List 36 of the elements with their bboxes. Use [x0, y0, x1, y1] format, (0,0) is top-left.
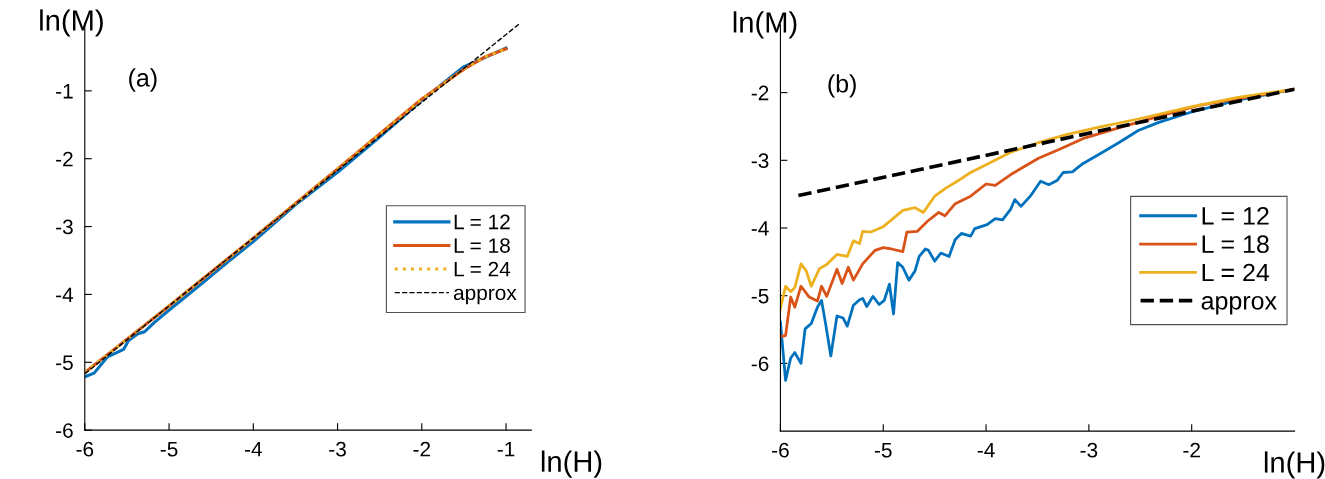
y-tick-label: -1 [56, 84, 73, 99]
legend-label: L = 18 [454, 238, 510, 253]
y-tick-label: -5 [751, 288, 769, 304]
legend-label: L = 24 [454, 261, 511, 277]
annotation: (a) [129, 68, 157, 92]
x-tick-label: -6 [76, 441, 94, 457]
y-tick-label: -2 [56, 151, 73, 167]
x-tick-label: -1 [497, 442, 515, 457]
legend-label: approx [453, 288, 517, 305]
x-tick-label: -5 [160, 442, 178, 457]
y-tick-label: -3 [56, 219, 73, 235]
y-tick-label: -2 [751, 85, 769, 101]
y-tick-label: -4 [56, 287, 74, 302]
x-tick-label: -5 [874, 442, 892, 458]
x-axis-title: ln(H) [541, 450, 602, 478]
legend-label: L = 24 [1202, 263, 1270, 282]
x-axis-title: ln(H) [1264, 451, 1325, 479]
x-tick-label: -4 [244, 442, 262, 457]
y-axis-title: ln(M) [733, 11, 797, 39]
x-tick-label: -2 [413, 441, 431, 457]
legend-label: L = 12 [454, 214, 510, 230]
legend-label: L = 12 [1202, 207, 1269, 225]
annotation: (b) [828, 74, 856, 98]
y-tick-label: -6 [751, 356, 769, 372]
x-tick-label: -6 [772, 442, 789, 458]
y-tick-label: -5 [56, 355, 73, 371]
x-tick-label: -3 [1080, 442, 1098, 458]
x-tick-label: -2 [1183, 442, 1200, 458]
y-axis-title: ln(M) [40, 9, 103, 37]
legend-label: approx [1201, 295, 1277, 315]
x-tick-label: -4 [977, 442, 995, 458]
legend-label: L = 18 [1202, 235, 1269, 254]
y-tick-label: -4 [751, 221, 769, 236]
y-tick-label: -6 [56, 423, 73, 438]
y-tick-label: -3 [751, 153, 769, 169]
x-tick-label: -3 [329, 441, 346, 457]
